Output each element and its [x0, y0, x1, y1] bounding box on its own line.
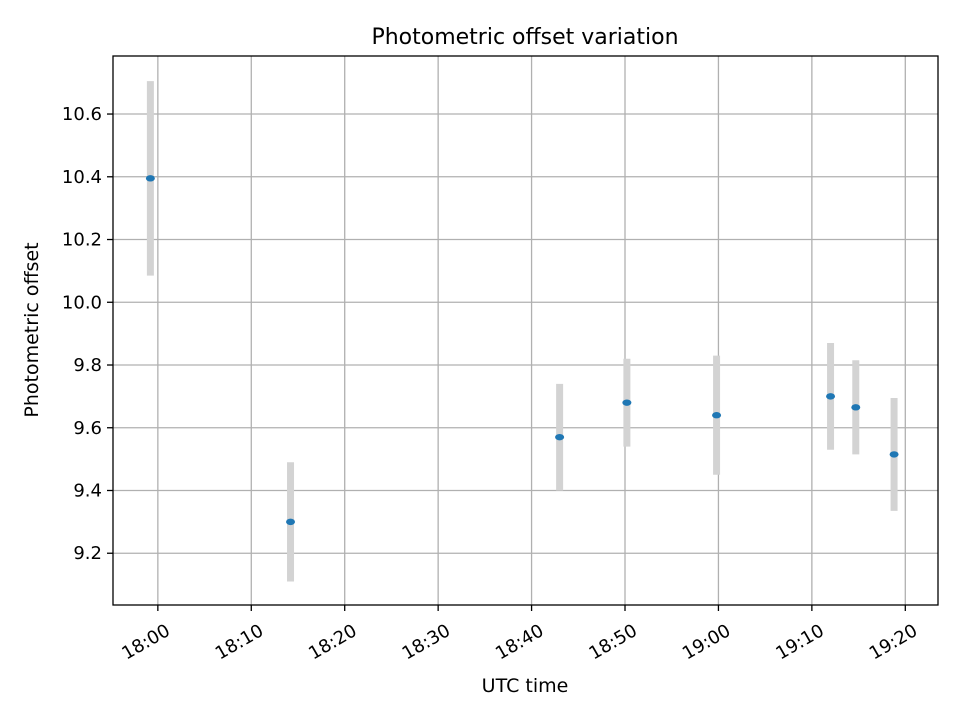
- x-axis-label: UTC time: [482, 675, 569, 697]
- data-point: [851, 404, 861, 411]
- y-tick-label: 10.2: [62, 230, 102, 251]
- y-tick-label: 9.6: [73, 418, 102, 439]
- data-point: [889, 451, 899, 458]
- chart-title: Photometric offset variation: [371, 25, 678, 50]
- data-point: [286, 518, 296, 526]
- y-tick-label: 10.4: [62, 167, 102, 188]
- y-axis-label: Photometric offset: [21, 242, 43, 417]
- data-point: [145, 175, 155, 182]
- y-tick-label: 9.4: [73, 480, 102, 501]
- data-points: [145, 175, 899, 526]
- data-point: [555, 433, 565, 441]
- grid: [113, 56, 938, 605]
- y-tick-label: 9.8: [73, 355, 102, 376]
- y-tick-label: 10.0: [62, 292, 102, 313]
- data-point: [712, 412, 722, 419]
- data-point: [622, 399, 632, 406]
- axes-frame: [112, 55, 939, 606]
- y-tick-label: 9.2: [73, 543, 102, 564]
- data-point: [826, 393, 836, 400]
- y-tick-label: 10.6: [62, 104, 102, 125]
- y-axis-ticks: 9.2 9.4 9.6 9.8 10.0 10.2 10.4 10.6: [62, 104, 113, 564]
